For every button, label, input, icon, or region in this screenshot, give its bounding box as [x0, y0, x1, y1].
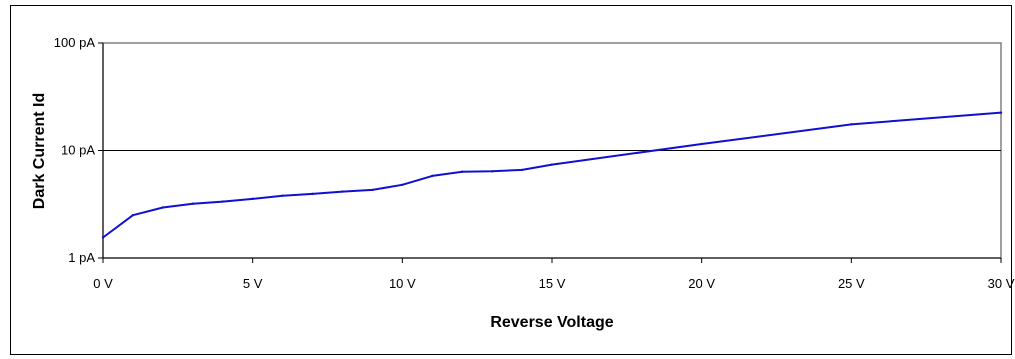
- data-point: [401, 183, 404, 186]
- data-point: [191, 202, 194, 205]
- x-tick-label-6: 30 V: [988, 276, 1015, 291]
- data-point: [371, 188, 374, 192]
- tick-labels: 1 pA 10 pA 100 pA 0 V 5 V 10 V 15 V 20 V 25 V 30 …: [54, 35, 1015, 291]
- x-tick-label-3: 15 V: [539, 276, 566, 291]
- data-point: [550, 163, 554, 166]
- y-axis-title: Dark Current Id: [31, 93, 48, 209]
- axes: [98, 42, 1002, 263]
- data-point: [161, 206, 165, 209]
- data-point: [850, 123, 853, 126]
- data-point: [520, 168, 524, 172]
- y-tick-label-0: 1 pA: [68, 250, 95, 265]
- data-point: [221, 200, 224, 203]
- x-tick-label-5: 25 V: [838, 276, 865, 291]
- data-point: [311, 192, 314, 196]
- data-point: [431, 174, 434, 178]
- y-tick-label-2: 100 pA: [54, 35, 96, 50]
- series-group: [101, 111, 1003, 239]
- x-tick-label-2: 10 V: [389, 276, 416, 291]
- data-point: [131, 214, 135, 217]
- data-point: [700, 142, 703, 146]
- data-point: [999, 111, 1003, 114]
- data-point: [251, 197, 254, 201]
- data-point: [461, 170, 464, 173]
- x-tick-label-4: 20 V: [688, 276, 715, 291]
- data-point: [341, 190, 344, 193]
- data-point: [490, 170, 494, 173]
- x-tick-label-1: 5 V: [243, 276, 263, 291]
- y-tick-label-1: 10 pA: [61, 143, 95, 158]
- x-axis-title: Reverse Voltage: [490, 314, 613, 331]
- data-point: [101, 236, 105, 239]
- x-tick-label-0: 0 V: [93, 276, 113, 291]
- data-point: [281, 194, 284, 197]
